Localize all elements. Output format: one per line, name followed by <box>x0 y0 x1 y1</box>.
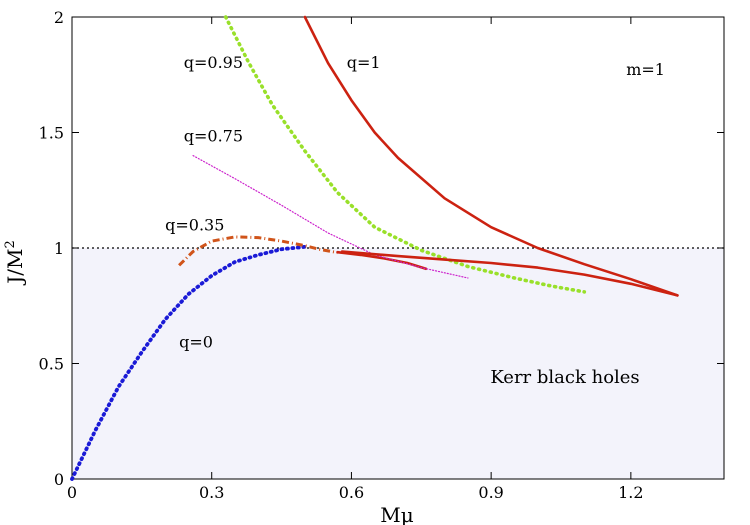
annotation-q0: q=0 <box>179 332 213 351</box>
x-tick-label: 0.3 <box>199 483 224 502</box>
y-axis-label-base: J/M <box>3 249 27 286</box>
y-tick-label: 0.5 <box>39 355 64 374</box>
series-line-q-1 <box>303 15 679 297</box>
series-line-q-1-lower-branch- <box>340 250 679 297</box>
x-tick-label: 0.6 <box>339 483 364 502</box>
series-line-q-0-35 <box>178 235 338 267</box>
series-line-q-0-95 <box>223 15 587 294</box>
y-tick-label: 1 <box>54 239 64 258</box>
y-tick-label: 0 <box>54 470 64 489</box>
x-tick-label: 0.9 <box>478 483 503 502</box>
y-tick-label: 1.5 <box>39 124 64 143</box>
annotation-q095: q=0.95 <box>184 53 243 72</box>
series-line-q-0 <box>70 244 307 481</box>
axis-ticks <box>71 16 724 480</box>
series-line-q-0-75 <box>192 155 469 279</box>
kerr-region-label: Kerr black holes <box>490 367 639 388</box>
annotation-q1: q=1 <box>347 53 381 72</box>
y-tick-label: 2 <box>54 8 64 27</box>
y-axis-label-superscript: 2 <box>3 240 18 248</box>
x-tick-label: 1.2 <box>618 483 643 502</box>
kerr-black-hole-region <box>72 248 724 479</box>
annotation-q035: q=0.35 <box>165 216 224 235</box>
x-axis-label: Mμ <box>380 503 413 525</box>
annotation-q075: q=0.75 <box>184 127 243 146</box>
y-axis-label: J/M2 <box>3 240 27 286</box>
x-tick-label: 0 <box>67 483 77 502</box>
series-layer <box>70 15 679 481</box>
annotation-m: m=1 <box>626 60 665 79</box>
